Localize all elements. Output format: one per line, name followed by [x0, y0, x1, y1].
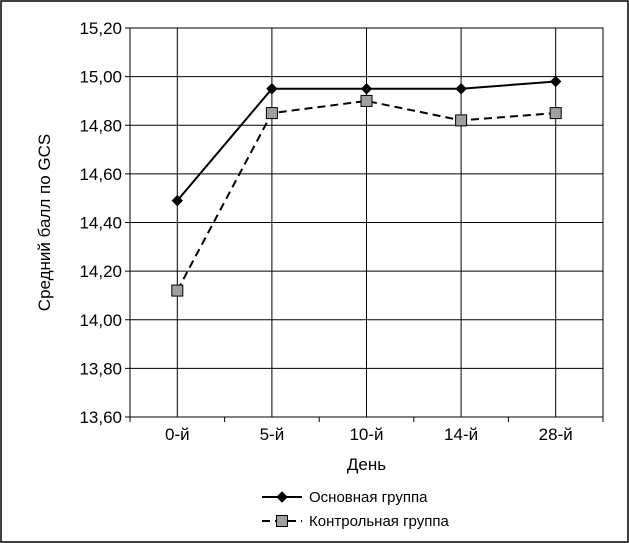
- y-axis-ticks: 13,60 13,80 14,00 14,20 14,40 14,60 14,80 15,00…: [79, 19, 130, 427]
- y-tick-label: 14,20: [79, 262, 122, 281]
- y-tick-label: 15,20: [79, 19, 122, 38]
- data-point-marker: [171, 194, 184, 207]
- x-tick-label: 10-й: [349, 425, 383, 444]
- y-tick-label: 14,80: [79, 116, 122, 135]
- x-tick-label: 14-й: [444, 425, 478, 444]
- data-point-marker: [455, 114, 468, 127]
- y-tick-label: 13,80: [79, 359, 122, 378]
- data-point-marker: [266, 83, 278, 95]
- data-point-marker: [455, 83, 467, 95]
- series-1: [171, 75, 562, 207]
- data-point-marker: [360, 83, 373, 95]
- y-tick-label: 15,00: [79, 68, 122, 87]
- data-point-marker: [360, 94, 373, 107]
- y-tick-label: 14,60: [79, 165, 122, 184]
- legend-item: Основная группа: [262, 489, 428, 506]
- legend-label: Основная группа: [309, 489, 428, 506]
- legend-item: Контрольная группа: [262, 513, 449, 530]
- series-line: [176, 99, 556, 292]
- legend-label: Контрольная группа: [309, 513, 449, 530]
- legend-marker: [276, 491, 288, 503]
- x-tick-label: 28-й: [539, 425, 573, 444]
- y-tick-label: 13,60: [79, 408, 122, 427]
- x-tick-label: 5-й: [260, 425, 285, 444]
- legend: Основная группа Контрольная группа: [262, 489, 449, 530]
- data-point-marker: [549, 107, 562, 120]
- x-tick-label: 0-й: [165, 425, 190, 444]
- data-point-marker: [265, 107, 278, 120]
- series: [171, 75, 562, 297]
- x-axis-ticks: 0-й 5-й 10-й 14-й 28-й: [129, 417, 604, 444]
- series-2: [171, 94, 562, 297]
- y-tick-label: 14,40: [79, 214, 122, 233]
- y-tick-label: 14,00: [79, 311, 122, 330]
- legend-marker: [276, 515, 288, 527]
- data-point-marker: [171, 284, 184, 297]
- data-point-marker: [549, 75, 562, 88]
- y-axis-title: Средний балл по GCS: [35, 134, 54, 311]
- x-axis-title: День: [347, 455, 386, 474]
